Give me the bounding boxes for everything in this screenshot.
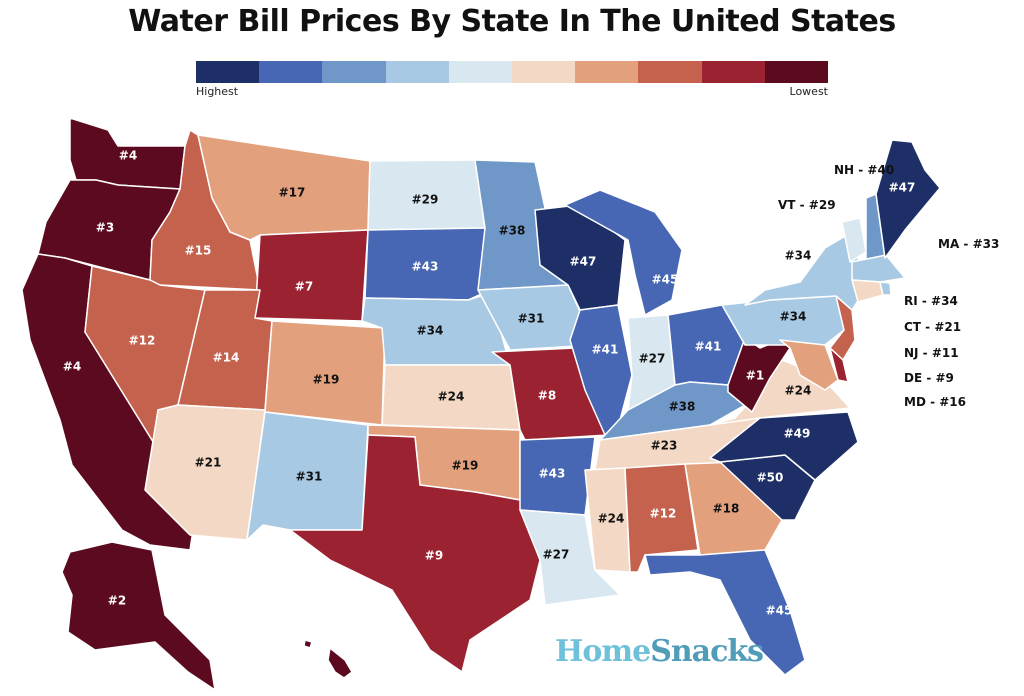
- rank-label-ga: #18: [713, 502, 740, 516]
- legend-highest-label: Highest: [196, 85, 239, 98]
- state-hi[interactable]: [327, 647, 353, 679]
- rank-label-ks: #24: [438, 390, 465, 404]
- rank-label-mt: #17: [279, 186, 306, 200]
- logo-part-home: Home: [555, 634, 651, 669]
- state-ri[interactable]: [879, 281, 892, 296]
- rank-label-tx: #9: [425, 549, 443, 563]
- legend-swatch-7: [575, 61, 639, 83]
- rank-label-az: #21: [195, 456, 222, 470]
- rank-label-ia: #31: [518, 312, 545, 326]
- state-tx[interactable]: [289, 434, 541, 673]
- rank-label-mi: #45: [652, 273, 679, 287]
- small-state-labels: NH - #40 VT - #29 MA - #33 RI - #34 CT -…: [778, 163, 999, 409]
- side-label-vt: VT - #29: [778, 198, 836, 212]
- side-label-ma: MA - #33: [938, 237, 999, 251]
- state-fl[interactable]: [644, 549, 806, 676]
- state-ma[interactable]: [851, 254, 906, 283]
- state-la[interactable]: [519, 509, 621, 606]
- side-label-ct: CT - #21: [904, 320, 961, 334]
- legend-swatch-1: [196, 61, 260, 83]
- rank-label-ms: #24: [598, 512, 625, 526]
- rank-label-tn: #23: [651, 439, 678, 453]
- legend-lowest-label: Lowest: [789, 85, 828, 98]
- side-label-ri: RI - #34: [904, 294, 958, 308]
- legend-swatch-3: [322, 61, 386, 83]
- legend-swatch-2: [259, 61, 323, 83]
- rank-label-ny: #34: [785, 249, 812, 263]
- rank-label-ut: #14: [213, 351, 240, 365]
- rank-label-co: #19: [313, 373, 340, 387]
- rank-label-nm: #31: [296, 470, 323, 484]
- rank-label-oh: #41: [695, 340, 722, 354]
- rank-label-hi: #4: [369, 673, 387, 687]
- rank-label-in: #27: [639, 352, 666, 366]
- rank-label-me: #47: [889, 181, 916, 195]
- rank-label-il: #41: [592, 343, 619, 357]
- side-label-md: MD - #16: [904, 395, 966, 409]
- homesnacks-logo: HomeSnacks: [555, 634, 764, 669]
- rank-label-ca: #4: [63, 360, 81, 374]
- rank-label-mo: #8: [538, 389, 556, 403]
- state-ak[interactable]: [61, 541, 216, 691]
- state-mi[interactable]: [564, 189, 683, 316]
- rank-label-ak: #2: [108, 594, 126, 608]
- legend-swatch-8: [638, 61, 702, 83]
- rank-label-or: #3: [96, 221, 114, 235]
- state-hi-islet[interactable]: [303, 639, 313, 649]
- rank-label-id: #15: [185, 244, 212, 258]
- rank-label-wa: #4: [119, 149, 137, 163]
- state-wy[interactable]: [254, 229, 369, 322]
- rank-label-wv: #1: [746, 369, 764, 383]
- state-me[interactable]: [875, 139, 941, 259]
- legend-swatch-4: [385, 61, 449, 83]
- rank-label-nv: #12: [129, 334, 156, 348]
- side-label-nj: NJ - #11: [904, 346, 959, 360]
- rank-label-sc: #50: [757, 471, 784, 485]
- side-label-de: DE - #9: [904, 371, 954, 385]
- map-title: Water Bill Prices By State In The United…: [128, 4, 896, 39]
- state-sd[interactable]: [364, 227, 491, 301]
- rank-label-va: #24: [785, 384, 812, 398]
- rank-label-al: #12: [650, 507, 677, 521]
- rank-label-ok: #19: [452, 459, 479, 473]
- rank-label-ne: #34: [417, 324, 444, 338]
- state-rank-labels: #4 #3 #4 #15 #12 #17 #7 #14 #21 #19 #31 …: [63, 149, 916, 687]
- color-legend: [196, 61, 829, 83]
- state-md[interactable]: [779, 339, 839, 391]
- legend-swatch-9: [701, 61, 765, 83]
- rank-label-ar: #43: [539, 467, 566, 481]
- rank-label-ky: #38: [669, 400, 696, 414]
- rank-label-la: #27: [543, 548, 570, 562]
- rank-label-pa: #34: [780, 310, 807, 324]
- rank-label-nd: #29: [412, 193, 439, 207]
- rank-label-wi: #47: [570, 255, 597, 269]
- legend-swatch-10: [764, 61, 829, 83]
- rank-label-wy: #7: [295, 280, 313, 294]
- legend-swatch-5: [448, 61, 513, 83]
- legend-swatch-6: [512, 61, 576, 83]
- side-label-nh: NH - #40: [834, 163, 894, 177]
- rank-label-fl: #45: [766, 604, 793, 618]
- state-ct[interactable]: [851, 279, 884, 303]
- rank-label-nc: #49: [784, 427, 811, 441]
- rank-label-sd: #43: [412, 260, 439, 274]
- rank-label-mn: #38: [499, 224, 526, 238]
- state-de[interactable]: [829, 347, 849, 383]
- logo-part-snacks: Snacks: [650, 634, 764, 669]
